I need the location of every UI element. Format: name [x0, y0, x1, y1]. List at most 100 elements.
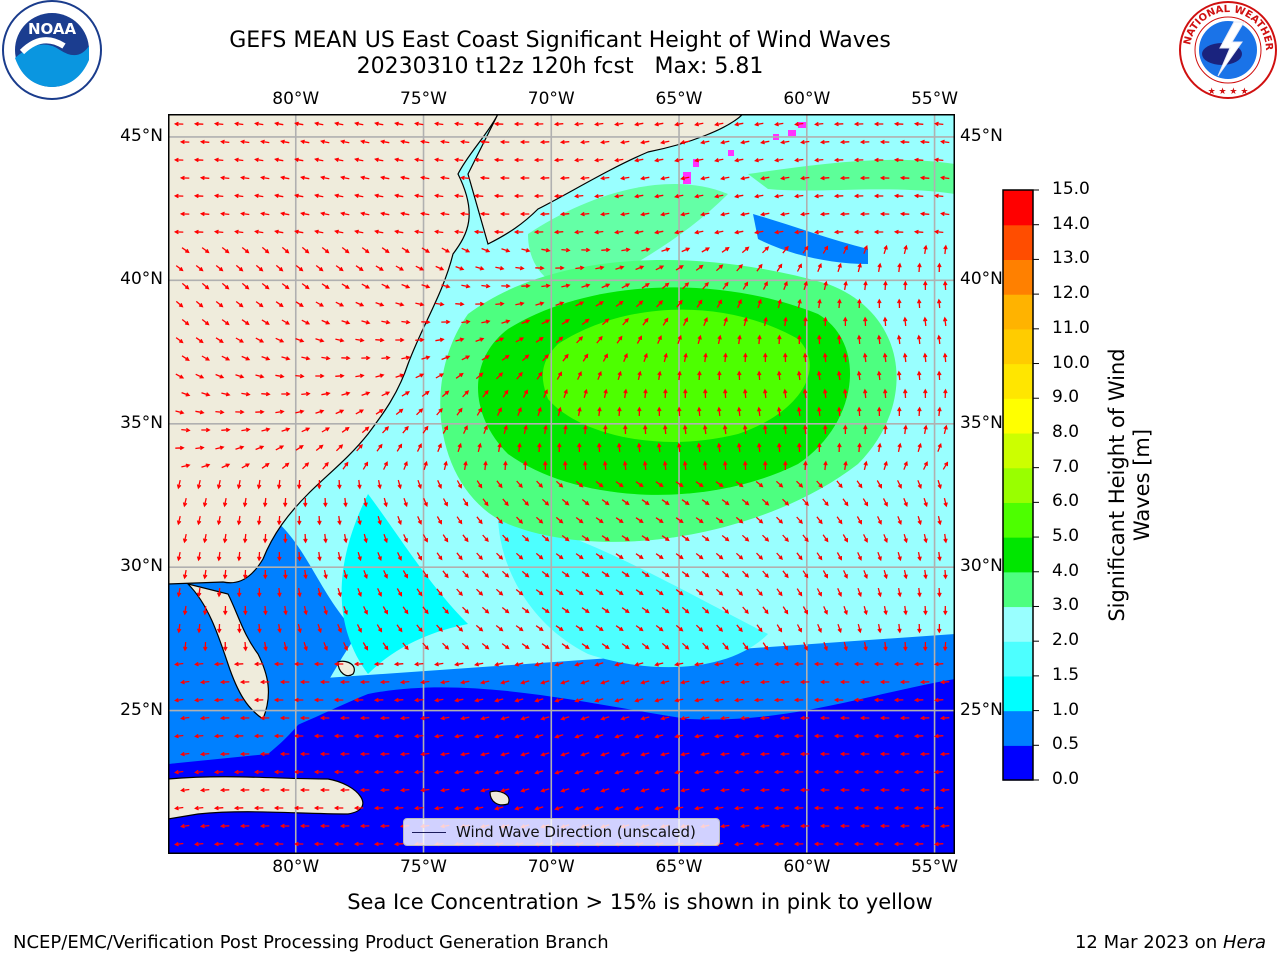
wave-direction-arrow — [842, 352, 848, 363]
wave-direction-arrow — [236, 479, 242, 490]
wave-direction-arrow — [702, 281, 709, 290]
wave-direction-arrow — [735, 481, 744, 488]
wave-direction-arrow — [833, 661, 844, 667]
wave-direction-arrow — [380, 175, 390, 181]
wave-direction-arrow — [280, 139, 290, 145]
wave-direction-arrow — [879, 679, 890, 685]
wave-direction-arrow — [694, 733, 704, 739]
wave-direction-arrow — [362, 461, 369, 470]
wave-direction-arrow — [819, 139, 830, 145]
wave-direction-arrow — [434, 769, 444, 775]
wave-direction-arrow — [536, 480, 544, 488]
wave-direction-arrow — [235, 337, 244, 343]
wave-direction-arrow — [680, 140, 690, 145]
lon-label: 75°W — [400, 89, 447, 109]
wave-direction-arrow — [500, 680, 510, 685]
wave-direction-arrow — [436, 624, 443, 632]
wave-direction-arrow — [615, 481, 624, 488]
wave-direction-arrow — [574, 734, 584, 739]
wave-direction-arrow — [519, 139, 530, 145]
wave-direction-arrow — [883, 424, 888, 435]
wave-direction-arrow — [660, 176, 670, 181]
wave-direction-arrow — [553, 157, 564, 163]
wave-direction-arrow — [383, 461, 388, 470]
wave-direction-arrow — [819, 787, 830, 793]
wave-direction-arrow — [520, 716, 530, 721]
wave-direction-arrow — [201, 392, 211, 397]
wave-direction-arrow — [241, 463, 250, 469]
wave-direction-arrow — [337, 515, 342, 526]
wave-direction-arrow — [493, 121, 504, 127]
wave-direction-arrow — [393, 805, 404, 811]
wave-direction-arrow — [423, 498, 428, 507]
wave-direction-arrow — [937, 406, 942, 417]
wave-direction-arrow — [843, 245, 848, 254]
wave-direction-arrow — [255, 264, 264, 272]
wave-direction-arrow — [253, 805, 264, 811]
wave-direction-arrow — [476, 552, 483, 561]
wave-direction-arrow — [937, 551, 942, 562]
wave-direction-arrow — [694, 194, 704, 199]
wave-direction-arrow — [474, 770, 484, 775]
wave-direction-arrow — [494, 734, 504, 739]
wave-direction-arrow — [903, 244, 908, 255]
wave-direction-arrow — [793, 697, 804, 703]
wave-direction-arrow — [735, 552, 744, 560]
wave-direction-arrow — [580, 175, 590, 181]
wave-direction-arrow — [721, 246, 730, 253]
wave-direction-arrow — [614, 662, 624, 667]
wave-direction-arrow — [575, 625, 584, 632]
wave-direction-arrow — [382, 426, 390, 434]
wave-direction-arrow — [723, 316, 728, 327]
wave-direction-arrow — [857, 262, 862, 273]
wave-direction-arrow — [223, 641, 228, 652]
wave-direction-arrow — [541, 319, 551, 325]
wave-direction-arrow — [621, 607, 630, 614]
wave-direction-arrow — [297, 516, 302, 526]
wave-direction-arrow — [634, 734, 644, 739]
wave-direction-arrow — [913, 229, 924, 235]
wave-direction-arrow — [934, 121, 944, 127]
wave-direction-arrow — [700, 176, 710, 181]
wave-direction-arrow — [183, 641, 188, 652]
wave-direction-arrow — [742, 570, 750, 578]
wave-direction-arrow — [241, 282, 250, 290]
wave-direction-arrow — [299, 751, 310, 757]
wave-direction-arrow — [495, 624, 504, 632]
wave-direction-arrow — [521, 643, 530, 650]
wave-direction-arrow — [774, 121, 784, 127]
lon-label: 65°W — [655, 857, 703, 877]
wave-direction-arrow — [401, 391, 410, 397]
wave-direction-arrow — [913, 193, 924, 199]
footer-date: 12 Mar 2023 on — [1074, 932, 1223, 953]
wave-direction-arrow — [281, 427, 291, 432]
wave-direction-arrow — [414, 805, 424, 811]
wave-direction-arrow — [383, 533, 388, 544]
wave-direction-arrow — [194, 805, 204, 811]
wave-direction-arrow — [615, 625, 624, 632]
wave-direction-arrow — [923, 424, 928, 435]
wave-direction-arrow — [403, 461, 408, 470]
wave-direction-arrow — [473, 121, 484, 127]
wave-direction-arrow — [562, 353, 569, 362]
wave-direction-arrow — [495, 266, 505, 271]
wave-direction-arrow — [520, 680, 530, 685]
wave-direction-arrow — [641, 607, 650, 614]
wave-direction-arrow — [215, 300, 224, 308]
wave-direction-arrow — [499, 175, 510, 181]
wave-direction-arrow — [595, 517, 604, 524]
wave-direction-arrow — [776, 588, 783, 597]
wave-direction-arrow — [320, 175, 330, 180]
wave-direction-arrow — [857, 442, 862, 453]
wave-direction-arrow — [219, 823, 230, 829]
wave-direction-arrow — [822, 245, 829, 254]
wave-direction-arrow — [220, 139, 230, 145]
wave-direction-arrow — [581, 643, 590, 650]
wave-direction-arrow — [943, 533, 948, 544]
wave-direction-arrow — [493, 157, 504, 163]
wave-direction-arrow — [399, 787, 410, 793]
wave-direction-arrow — [297, 587, 302, 598]
wave-direction-arrow — [273, 661, 284, 667]
wave-direction-arrow — [577, 442, 582, 453]
wave-direction-arrow — [714, 661, 724, 667]
